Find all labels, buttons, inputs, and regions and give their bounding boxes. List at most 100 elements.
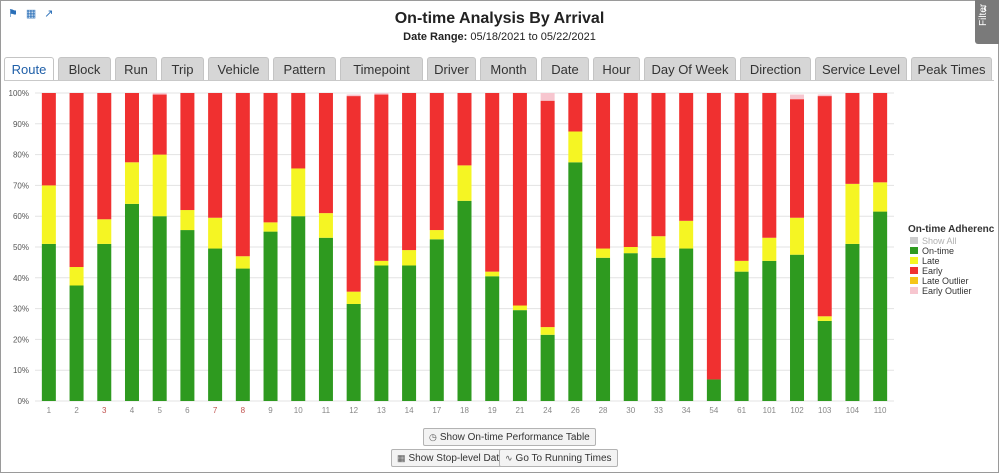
bar-late[interactable] [208,217,223,249]
bar-early[interactable] [734,93,749,261]
bar-early[interactable] [873,93,888,183]
legend-item-on-time[interactable]: On-time [922,246,954,256]
tab-month[interactable]: Month [480,57,537,81]
bar-early[interactable] [679,93,694,221]
bar-early-outlier[interactable] [152,93,167,95]
bar-early[interactable] [651,93,666,237]
bar-late[interactable] [291,168,306,217]
bar-on-time[interactable] [485,276,500,401]
legend-item-early[interactable]: Early [922,266,943,276]
bar-on-time[interactable] [180,230,195,401]
tab-route[interactable]: Route [4,57,54,81]
bar-late[interactable] [623,247,638,254]
bar-late[interactable] [457,165,472,201]
bar-on-time[interactable] [817,320,832,401]
bar-late[interactable] [485,271,500,277]
bar-on-time[interactable] [263,231,278,401]
bar-early[interactable] [485,93,500,272]
bar-late[interactable] [235,256,250,269]
bar-late[interactable] [263,222,278,232]
external-link-icon[interactable]: ↗ [44,8,54,20]
bar-on-time[interactable] [124,203,139,401]
bar-early[interactable] [596,93,611,249]
tab-date[interactable]: Date [541,57,589,81]
tab-block[interactable]: Block [58,57,111,81]
running-times-button[interactable]: ∿ Go To Running Times [499,449,618,467]
bar-on-time[interactable] [679,248,694,401]
bar-early[interactable] [208,93,223,218]
bar-late[interactable] [790,217,805,255]
bar-early-outlier[interactable] [540,93,555,101]
bar-on-time[interactable] [374,265,389,401]
tab-trip[interactable]: Trip [161,57,204,81]
bar-early[interactable] [706,93,721,380]
tab-vehicle[interactable]: Vehicle [208,57,269,81]
tab-driver[interactable]: Driver [427,57,476,81]
legend-item-late-outlier[interactable]: Late Outlier [922,276,969,286]
bar-late[interactable] [845,183,860,244]
bar-on-time[interactable] [235,268,250,401]
bar-early[interactable] [457,93,472,166]
bar-early-outlier[interactable] [374,93,389,95]
bar-late[interactable] [318,213,333,238]
bar-on-time[interactable] [596,257,611,401]
bar-early[interactable] [429,93,444,231]
bar-early[interactable] [318,93,333,214]
bar-on-time[interactable] [734,271,749,401]
bar-on-time[interactable] [291,216,306,401]
tab-direction[interactable]: Direction [740,57,811,81]
bar-early[interactable] [263,93,278,223]
bar-late[interactable] [402,250,417,266]
bar-on-time[interactable] [346,303,361,401]
show-stop-level-button[interactable]: ▦ Show Stop-level Data [391,449,511,467]
calendar-icon[interactable]: ▦ [25,8,37,20]
legend-item-show-all[interactable]: Show All [922,236,957,246]
bar-late[interactable] [152,154,167,217]
bar-late[interactable] [429,230,444,240]
tab-peak-times[interactable]: Peak Times [911,57,992,81]
tab-day-of-week[interactable]: Day Of Week [644,57,736,81]
bar-early[interactable] [124,93,139,163]
bar-late[interactable] [679,220,694,249]
filter-panel-toggle[interactable]: ‹ Filter [975,0,999,44]
bar-on-time[interactable] [651,257,666,401]
bar-on-time[interactable] [623,253,638,401]
bar-late[interactable] [762,237,777,261]
bar-early[interactable] [235,93,250,257]
bar-on-time[interactable] [69,285,84,402]
tab-run[interactable]: Run [115,57,157,81]
bar-early[interactable] [402,93,417,251]
legend-swatch[interactable] [910,287,918,294]
bar-early[interactable] [180,93,195,211]
legend-swatch[interactable] [910,247,918,254]
bar-on-time[interactable] [845,243,860,401]
bar-early-outlier[interactable] [790,94,805,100]
bar-late[interactable] [124,162,139,204]
bar-on-time[interactable] [97,243,112,401]
bar-on-time[interactable] [873,211,888,401]
bar-late[interactable] [69,267,84,286]
legend-swatch[interactable] [910,267,918,274]
bar-on-time[interactable] [41,243,56,401]
bar-late[interactable] [734,260,749,272]
tab-timepoint[interactable]: Timepoint [340,57,423,81]
bar-on-time[interactable] [762,260,777,401]
bar-on-time[interactable] [152,216,167,401]
bar-early[interactable] [790,99,805,218]
bar-on-time[interactable] [429,239,444,401]
bar-early[interactable] [623,93,638,247]
bookmark-icon[interactable]: ⚑ [8,8,18,20]
legend-item-late[interactable]: Late [922,256,940,266]
bar-early[interactable] [346,96,361,292]
bar-early-outlier[interactable] [817,94,832,97]
tab-pattern[interactable]: Pattern [273,57,336,81]
bar-on-time[interactable] [457,200,472,401]
tab-service-level[interactable]: Service Level [815,57,907,81]
bar-early[interactable] [41,93,56,186]
bar-on-time[interactable] [706,379,721,401]
bar-late[interactable] [180,210,195,231]
bar-early[interactable] [512,93,527,306]
bar-on-time[interactable] [318,237,333,401]
bar-early[interactable] [817,96,832,317]
bar-on-time[interactable] [540,334,555,401]
